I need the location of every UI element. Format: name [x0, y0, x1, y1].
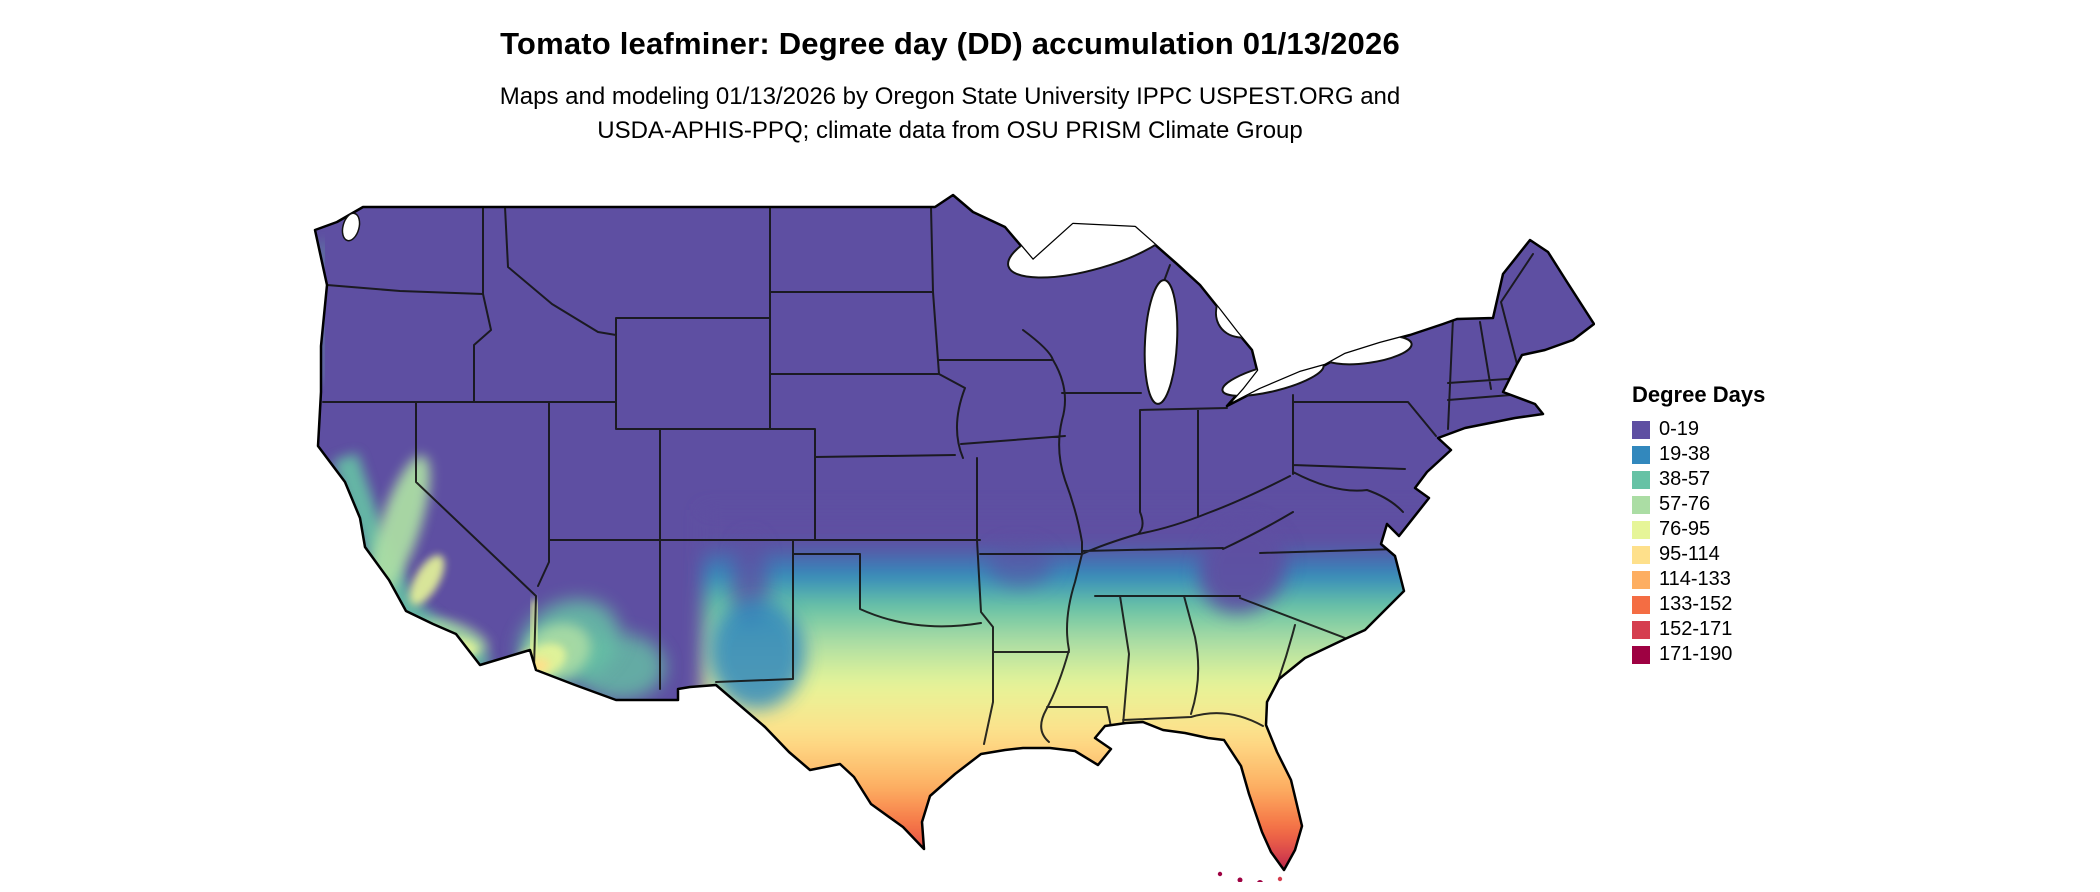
legend-title: Degree Days — [1632, 382, 1766, 407]
us-degree-day-map — [305, 182, 1596, 886]
legend-label: 57-76 — [1659, 493, 1711, 515]
legend-item: 38-57 — [1632, 467, 1765, 492]
legend-swatch — [1632, 570, 1650, 589]
legend-label: 133-152 — [1659, 593, 1733, 615]
legend-swatch — [1632, 420, 1650, 439]
legend-items: 0-19 19-38 38-57 57-76 76-95 95-114 114-133 133… — [1632, 417, 1765, 667]
us-map-svg — [313, 193, 1596, 886]
legend-swatch — [1632, 620, 1650, 639]
legend-label: 114-133 — [1659, 568, 1731, 590]
legend-label: 95-114 — [1659, 543, 1720, 565]
legend-label: 38-57 — [1659, 468, 1711, 490]
legend-item: 152-171 — [1632, 617, 1765, 642]
legend-item: 133-152 — [1632, 592, 1765, 617]
florida-keys-dots — [1217, 871, 1283, 886]
legend-item: 171-190 — [1632, 642, 1765, 667]
legend-item: 114-133 — [1632, 567, 1765, 592]
legend-item: 19-38 — [1632, 442, 1765, 467]
map-subtitle-line1: Maps and modeling 01/13/2026 by Oregon S… — [499, 83, 1401, 110]
legend-label: 76-95 — [1659, 518, 1711, 540]
legend-item: 57-76 — [1632, 492, 1765, 517]
legend-swatch — [1632, 470, 1650, 489]
legend-item: 0-19 — [1632, 417, 1765, 442]
legend-swatch — [1632, 445, 1650, 464]
legend-swatch — [1632, 545, 1650, 564]
legend-label: 0-19 — [1659, 418, 1700, 440]
legend-swatch — [1632, 645, 1650, 664]
map-subtitle-line2: USDA-APHIS-PPQ; climate data from OSU PR… — [597, 117, 1303, 144]
state-borders — [322, 206, 1534, 745]
map-title: Tomato leafminer: Degree day (DD) accumu… — [500, 26, 1400, 61]
legend-label: 152-171 — [1659, 618, 1733, 640]
legend-label: 171-190 — [1659, 643, 1733, 665]
puget-sound — [341, 212, 361, 242]
legend-swatch — [1632, 520, 1650, 539]
legend: Degree Days 0-19 19-38 38-57 57-76 76-95 95-1… — [1632, 382, 1765, 667]
lake-michigan — [1143, 279, 1179, 405]
legend-item: 76-95 — [1632, 517, 1765, 542]
map-subtitle: Maps and modeling 01/13/2026 by Oregon S… — [0, 80, 1900, 148]
legend-swatch — [1632, 595, 1650, 614]
legend-label: 19-38 — [1659, 443, 1711, 465]
legend-item: 95-114 — [1632, 542, 1765, 567]
legend-swatch — [1632, 495, 1650, 514]
